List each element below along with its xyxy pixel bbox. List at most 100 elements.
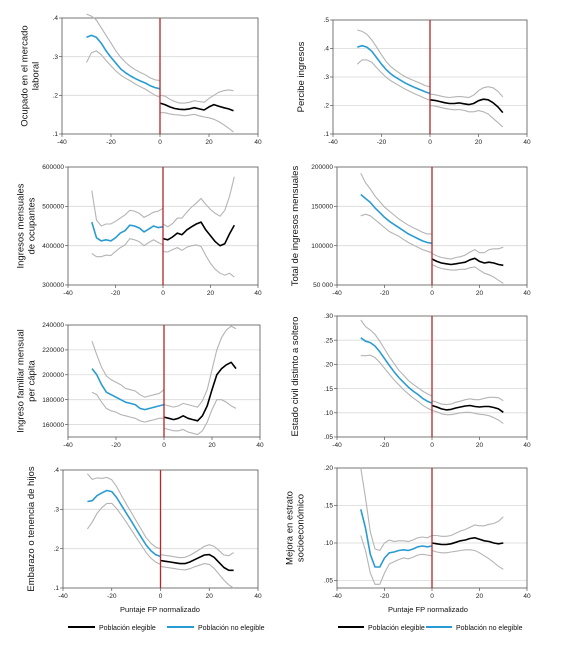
y-tick-label: 600000 xyxy=(42,164,64,171)
x-tick-label: -20 xyxy=(111,290,121,297)
ci-upper-line xyxy=(360,319,433,397)
ci-lower-line xyxy=(360,535,433,585)
chart-panel: .05 .10 .15 .20 .25 .30 -40 -20 0 20 40 Estado civi… xyxy=(290,313,531,449)
y-tick-label: .2 xyxy=(324,103,330,110)
y-tick-label: .3 xyxy=(54,507,60,514)
series-line-elegible xyxy=(429,98,504,114)
panels: .1 .2 .3 .4 -40 -20 0 20 40 Ocupado en el mercado… xyxy=(16,13,531,600)
series-line-no-elegible xyxy=(360,509,433,568)
y-axis-label: Percibe ingresos xyxy=(296,41,307,112)
x-tick-label: 20 xyxy=(207,290,215,297)
y-axis-label: Ocupado en el mercadolaboral xyxy=(20,25,42,126)
x-tick-label: 40 xyxy=(256,442,264,449)
series-line-elegible xyxy=(431,257,504,267)
y-tick-label: 180000 xyxy=(42,397,64,404)
chart-panel: .1 .2 .3 .4 -40 -20 0 20 40 Embarazo o tenencia d… xyxy=(26,466,262,600)
x-tick-label: 40 xyxy=(523,139,531,146)
legend-label-elegible: Población elegible xyxy=(368,625,425,632)
ci-upper-line xyxy=(86,473,161,550)
y-tick-label: 150000 xyxy=(311,204,333,211)
x-tick-label: 20 xyxy=(476,442,484,449)
x-tick-label: 0 xyxy=(161,290,165,297)
x-tick-label: 20 xyxy=(476,290,484,297)
x-tick-label: 0 xyxy=(430,442,434,449)
x-tick-label: 40 xyxy=(254,139,262,146)
ci-lower-line xyxy=(160,563,234,589)
x-tick-label: 0 xyxy=(162,442,166,449)
y-axis-label: Embarazo o tenencia de hijos xyxy=(26,466,37,591)
x-tick-label: -20 xyxy=(380,442,390,449)
ci-upper-line xyxy=(91,341,165,398)
y-axis-label: Total de ingresos mensuales xyxy=(290,166,301,287)
y-tick-label: .05 xyxy=(324,578,333,585)
legend-right: Población elegible Población no elegible xyxy=(338,625,523,632)
y-tick-label: 200000 xyxy=(311,164,333,171)
y-tick-label: .3 xyxy=(324,74,330,81)
ci-lower-line xyxy=(163,399,237,436)
y-axis-label: Estado civil distinto a soltero xyxy=(290,317,301,437)
ci-upper-line xyxy=(86,13,161,82)
y-tick-label: .2 xyxy=(53,93,59,100)
y-tick-label: .10 xyxy=(324,410,333,417)
x-tick-label: -40 xyxy=(332,290,342,297)
y-tick-label: .5 xyxy=(324,17,330,24)
chart-panel: .1 .2 .3 .4 .5 -40 -20 0 20 40 Percibe ingresos xyxy=(296,17,531,146)
ci-lower-line xyxy=(86,50,161,98)
y-tick-label: 160000 xyxy=(42,422,64,429)
x-tick-label: -40 xyxy=(332,593,342,600)
x-tick-label: 0 xyxy=(428,139,432,146)
y-tick-label: .30 xyxy=(324,313,333,320)
y-tick-label: .10 xyxy=(324,540,333,547)
y-tick-label: .1 xyxy=(53,131,59,138)
y-tick-label: .2 xyxy=(54,546,60,553)
x-axis-title-right: Puntaje FP normalizado xyxy=(388,605,468,614)
x-tick-label: 0 xyxy=(430,290,434,297)
y-axis-label: Ingresos mensualesde ocupantes xyxy=(16,183,38,268)
series-line-no-elegible xyxy=(87,489,161,558)
series-line-no-elegible xyxy=(91,221,164,242)
chart-panel: .1 .2 .3 .4 -40 -20 0 20 40 Ocupado en el mercado… xyxy=(20,13,262,146)
y-tick-label: .20 xyxy=(324,465,333,472)
series-line-no-elegible xyxy=(86,34,161,90)
ci-upper-line xyxy=(91,190,164,227)
series-line-elegible xyxy=(431,404,504,413)
x-tick-label: -40 xyxy=(63,290,73,297)
y-tick-label: .20 xyxy=(324,362,333,369)
ci-lower-line xyxy=(86,502,161,565)
ci-upper-line xyxy=(432,516,504,537)
series-line-elegible xyxy=(162,221,236,247)
ci-lower-line xyxy=(360,354,433,411)
legend-left: Población elegible Población no elegible xyxy=(68,625,265,632)
x-tick-label: -20 xyxy=(107,593,117,600)
ci-upper-line xyxy=(163,325,237,408)
x-tick-label: 20 xyxy=(475,139,483,146)
y-tick-label: .4 xyxy=(54,467,60,474)
x-tick-label: 40 xyxy=(254,290,262,297)
series-line-no-elegible xyxy=(360,193,433,245)
y-tick-label: .1 xyxy=(324,131,330,138)
series-line-no-elegible xyxy=(91,368,165,411)
x-tick-label: 20 xyxy=(206,593,214,600)
x-tick-label: -20 xyxy=(377,139,387,146)
y-tick-label: 200000 xyxy=(42,372,64,379)
y-axis-label: Mejora en estratosocioeconómico xyxy=(285,491,307,565)
ci-upper-line xyxy=(160,544,234,559)
ci-lower-line xyxy=(91,237,164,258)
y-tick-label: .15 xyxy=(324,386,333,393)
x-tick-label: 0 xyxy=(430,593,434,600)
x-tick-label: -20 xyxy=(106,139,116,146)
y-tick-label: 100000 xyxy=(311,243,333,250)
ci-upper-line xyxy=(159,89,234,104)
ci-lower-line xyxy=(431,409,504,424)
ci-lower-line xyxy=(429,104,504,128)
ci-upper-line xyxy=(431,246,504,260)
ci-lower-line xyxy=(431,549,504,570)
x-tick-label: 40 xyxy=(523,593,531,600)
x-tick-label: -40 xyxy=(328,139,338,146)
ci-lower-line xyxy=(160,112,234,133)
ci-lower-line xyxy=(162,244,235,278)
ci-lower-line xyxy=(360,213,433,254)
ci-upper-line xyxy=(431,396,504,406)
x-tick-label: 40 xyxy=(254,593,262,600)
